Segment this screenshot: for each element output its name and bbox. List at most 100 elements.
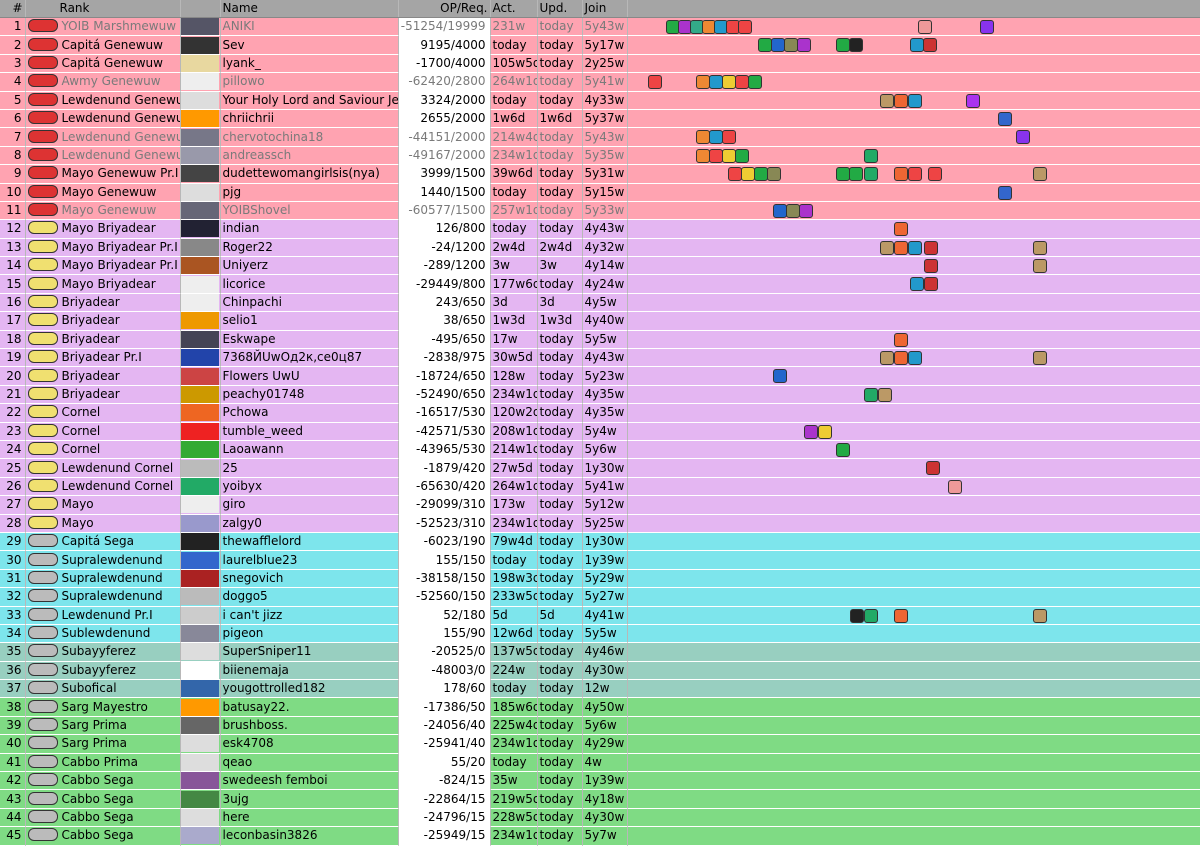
table-row[interactable]: 37 Subofical yougottrolled182 178/60 today to… (0, 679, 1200, 699)
player-name[interactable]: batusay22. (220, 697, 399, 717)
table-row[interactable]: 27 Mayo giro -29099/310 173w today 5y12w (0, 495, 1200, 515)
player-name[interactable]: giro (220, 495, 399, 515)
avatar[interactable] (180, 661, 219, 679)
avatar[interactable] (180, 606, 219, 624)
player-name[interactable]: thewafflelord (220, 532, 399, 552)
table-row[interactable]: 24 Cornel Laoawann -43965/530 214w1d today 5y6… (0, 440, 1200, 460)
avatar[interactable] (180, 349, 219, 366)
player-name[interactable]: lyank_ (220, 54, 399, 74)
table-row[interactable]: 4 Awmy Genewuw pillowo -62420/2800 264w1d tod… (0, 72, 1200, 92)
col-header-op[interactable]: OP/Req. (398, 0, 491, 18)
avatar[interactable] (180, 36, 219, 54)
player-name[interactable]: pigeon (220, 624, 399, 644)
table-row[interactable]: 34 Sublewdenund pigeon 155/90 12w6d today 5y5w (0, 624, 1200, 644)
table-row[interactable]: 9 Mayo Genewuw Pr.I dudettewomangirlsis(ny… (0, 164, 1200, 184)
avatar[interactable] (180, 367, 219, 385)
table-row[interactable]: 16 Briyadear Chinpachi 243/650 3d 3d 4y5w (0, 293, 1200, 313)
avatar[interactable] (180, 146, 219, 164)
avatar[interactable] (180, 569, 219, 587)
player-name[interactable]: pjg (220, 183, 399, 202)
avatar[interactable] (180, 717, 219, 734)
avatar[interactable] (180, 91, 219, 109)
player-name[interactable]: SuperSniper11 (220, 642, 399, 662)
table-row[interactable]: 2 Capitá Genewuw Sev 9195/4000 today today 5y1… (0, 35, 1200, 55)
avatar[interactable] (180, 533, 219, 550)
table-row[interactable]: 40 Sarg Prima esk4708 -25941/40 234w1d today 4… (0, 734, 1200, 754)
table-row[interactable]: 17 Briyadear selio1 38/650 1w3d 1w3d 4y40w (0, 311, 1200, 331)
player-name[interactable]: chriichrii (220, 109, 399, 129)
table-row[interactable]: 11 Mayo Genewuw YOIBShovel -60577/1500 257w1… (0, 201, 1200, 221)
table-row[interactable]: 28 Mayo zalgy0 -52523/310 234w1d today 5y25w (0, 514, 1200, 533)
player-name[interactable]: licorice (220, 274, 399, 294)
table-row[interactable]: 5 Lewdenund Genewuw Your Holy Lord and Sav… (0, 91, 1200, 110)
avatar[interactable] (180, 753, 219, 771)
avatar[interactable] (180, 202, 219, 219)
avatar[interactable] (180, 772, 219, 789)
table-row[interactable]: 22 Cornel Pchowa -16517/530 120w2d today 4y35w (0, 403, 1200, 423)
avatar[interactable] (180, 18, 219, 35)
player-name[interactable]: Laoawann (220, 440, 399, 460)
table-row[interactable]: 42 Cabbo Sega swedeesh femboi -824/15 35w tod… (0, 771, 1200, 791)
player-name[interactable]: Eskwape (220, 330, 399, 350)
table-row[interactable]: 14 Mayo Briyadear Pr.I Uniyerz -289/1200 3w 3… (0, 256, 1200, 276)
player-name[interactable]: Flowers UwU (220, 366, 399, 386)
table-row[interactable]: 10 Mayo Genewuw pjg 1440/1500 today today 5y15… (0, 183, 1200, 202)
player-name[interactable]: 25 (220, 458, 399, 478)
table-row[interactable]: 45 Cabbo Sega leconbasin3826 -25949/15 234w1… (0, 826, 1200, 846)
avatar[interactable] (180, 73, 219, 91)
player-name[interactable]: indian (220, 219, 399, 239)
player-name[interactable]: doggo5 (220, 587, 399, 607)
table-row[interactable]: 8 Lewdenund Genewuw andreassch -49167/2000 2… (0, 146, 1200, 166)
avatar[interactable] (180, 183, 219, 201)
player-name[interactable]: zalgy0 (220, 514, 399, 533)
avatar[interactable] (180, 625, 219, 642)
avatar[interactable] (180, 110, 219, 127)
player-name[interactable]: leconbasin3826 (220, 826, 399, 846)
avatar[interactable] (180, 808, 219, 826)
avatar[interactable] (180, 294, 219, 311)
avatar[interactable] (180, 698, 219, 716)
player-name[interactable]: swedeesh femboi (220, 771, 399, 791)
table-row[interactable]: 25 Lewdenund Cornel 25 -1879/420 27w5d today 1… (0, 458, 1200, 478)
player-name[interactable]: chervotochina18 (220, 127, 399, 147)
table-row[interactable]: 44 Cabbo Sega here -24796/15 228w5d today 4y30… (0, 808, 1200, 828)
table-row[interactable]: 18 Briyadear Eskwape -495/650 17w today 5y5w (0, 330, 1200, 350)
table-row[interactable]: 7 Lewdenund Genewuw chervotochina18 -44151/… (0, 127, 1200, 147)
avatar[interactable] (180, 735, 219, 753)
player-name[interactable]: andreassch (220, 146, 399, 166)
table-row[interactable]: 26 Lewdenund Cornel yoibyx -65630/420 264w1d… (0, 477, 1200, 497)
player-name[interactable]: laurelblue23 (220, 550, 399, 570)
table-row[interactable]: 43 Cabbo Sega 3ujg -22864/15 219w5d today 4y18… (0, 789, 1200, 809)
table-row[interactable]: 35 Subayyferez SuperSniper11 -20525/0 137w5d… (0, 642, 1200, 662)
avatar[interactable] (180, 54, 219, 72)
player-name[interactable]: here (220, 808, 399, 828)
player-name[interactable]: Sev (220, 35, 399, 55)
player-name[interactable]: ANIKI (220, 17, 399, 37)
player-name[interactable]: Roger22 (220, 238, 399, 258)
player-name[interactable]: peachy01748 (220, 385, 399, 405)
col-header-name[interactable]: Name (220, 0, 399, 18)
player-name[interactable]: tumble_weed (220, 422, 399, 441)
avatar[interactable] (180, 477, 219, 495)
avatar[interactable] (180, 128, 219, 146)
player-name[interactable]: pillowo (220, 72, 399, 92)
avatar[interactable] (180, 588, 219, 605)
col-header-rank[interactable]: Rank (25, 0, 181, 18)
player-name[interactable]: biienemaja (220, 661, 399, 681)
table-row[interactable]: 23 Cornel tumble_weed -42571/530 208w1d today… (0, 422, 1200, 441)
avatar[interactable] (180, 680, 219, 697)
player-name[interactable]: Pchowa (220, 403, 399, 423)
player-name[interactable]: 7368ЙUwОд2к,се0ц87 (220, 348, 399, 368)
table-row[interactable]: 29 Capitá Sega thewafflelord -6023/190 79w4d… (0, 532, 1200, 552)
table-row[interactable]: 3 Capitá Genewuw lyank_ -1700/4000 105w5d tod… (0, 54, 1200, 74)
col-header-number[interactable]: # (0, 0, 26, 18)
avatar[interactable] (180, 827, 219, 845)
table-row[interactable]: 19 Briyadear Pr.I 7368ЙUwОд2к,се0ц87 -2838/… (0, 348, 1200, 368)
table-row[interactable]: 38 Sarg Mayestro batusay22. -17386/50 185w6d… (0, 697, 1200, 717)
table-row[interactable]: 41 Cabbo Prima qeao 55/20 today today 4w (0, 753, 1200, 773)
avatar[interactable] (180, 330, 219, 348)
player-name[interactable]: i can't jizz (220, 606, 399, 625)
table-row[interactable]: 12 Mayo Briyadear indian 126/800 today today 4… (0, 219, 1200, 239)
avatar[interactable] (180, 386, 219, 403)
avatar[interactable] (180, 275, 219, 293)
